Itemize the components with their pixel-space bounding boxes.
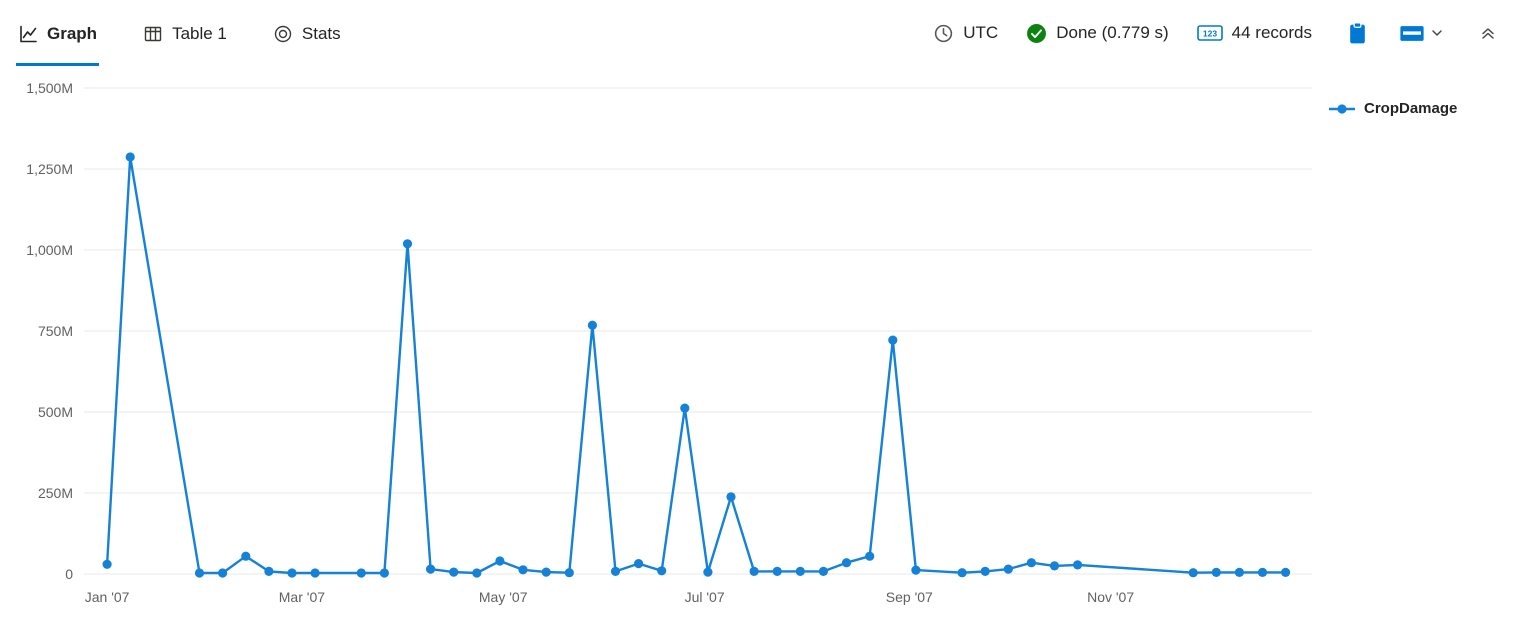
stats-target-icon <box>273 24 293 44</box>
line-chart-svg[interactable]: 0 250M 500M 750M 1,000M 1,250M 1,500M Jan '07 Ma… <box>0 66 1324 628</box>
clipboard-icon <box>1348 21 1367 45</box>
svg-text:123: 123 <box>1203 29 1217 39</box>
svg-text:May '07: May '07 <box>479 589 528 605</box>
results-toolbar: Graph Table 1 Stats <box>0 0 1514 66</box>
svg-text:0: 0 <box>65 566 73 582</box>
clock-icon <box>933 23 954 44</box>
table-icon <box>143 24 163 44</box>
line-chart-icon <box>18 24 38 44</box>
svg-text:1,000M: 1,000M <box>26 242 73 258</box>
chart-panel: 0 250M 500M 750M 1,000M 1,250M 1,500M Jan '07 Ma… <box>0 66 1514 628</box>
tab-graph-label: Graph <box>47 23 98 43</box>
status-cluster: UTC Done (0.779 s) 123 44 records <box>933 20 1498 47</box>
svg-text:250M: 250M <box>38 485 73 501</box>
timezone-selector[interactable]: UTC <box>933 23 998 44</box>
legend-item-cropdamage[interactable]: CropDamage <box>1328 100 1504 117</box>
svg-text:750M: 750M <box>38 323 73 339</box>
line-chart[interactable]: 0 250M 500M 750M 1,000M 1,250M 1,500M Jan '07 Ma… <box>0 66 1324 628</box>
legend-marker-icon <box>1328 103 1356 115</box>
svg-text:1,500M: 1,500M <box>26 80 73 96</box>
result-tabs: Graph Table 1 Stats <box>16 0 343 66</box>
tab-table-1-label: Table 1 <box>172 23 227 43</box>
query-status: Done (0.779 s) <box>1026 23 1169 44</box>
svg-text:Sep '07: Sep '07 <box>886 589 933 605</box>
check-circle-icon <box>1026 23 1047 44</box>
tab-stats[interactable]: Stats <box>271 0 343 66</box>
svg-text:500M: 500M <box>38 404 73 420</box>
collapse-panel-button[interactable] <box>1478 23 1498 43</box>
query-status-label: Done (0.779 s) <box>1056 23 1169 42</box>
view-layout-button[interactable] <box>1397 22 1446 45</box>
record-count-label: 44 records <box>1231 23 1312 42</box>
svg-text:Nov '07: Nov '07 <box>1087 589 1134 605</box>
layout-view-icon <box>1399 24 1425 43</box>
copy-results-button[interactable] <box>1346 20 1369 47</box>
tab-stats-label: Stats <box>301 23 341 43</box>
tab-table-1[interactable]: Table 1 <box>141 0 229 66</box>
chart-legend: CropDamage <box>1324 66 1514 628</box>
svg-text:1,250M: 1,250M <box>26 161 73 177</box>
record-count: 123 44 records <box>1196 23 1312 43</box>
tab-graph[interactable]: Graph <box>16 0 100 66</box>
number-123-icon: 123 <box>1196 23 1223 43</box>
chevron-down-icon <box>1430 26 1444 40</box>
svg-text:Jul '07: Jul '07 <box>685 589 725 605</box>
legend-series-label: CropDamage <box>1364 100 1458 117</box>
svg-text:Jan '07: Jan '07 <box>85 589 130 605</box>
timezone-label: UTC <box>963 23 999 42</box>
svg-text:Mar '07: Mar '07 <box>279 589 325 605</box>
double-chevron-up-icon <box>1480 25 1496 41</box>
